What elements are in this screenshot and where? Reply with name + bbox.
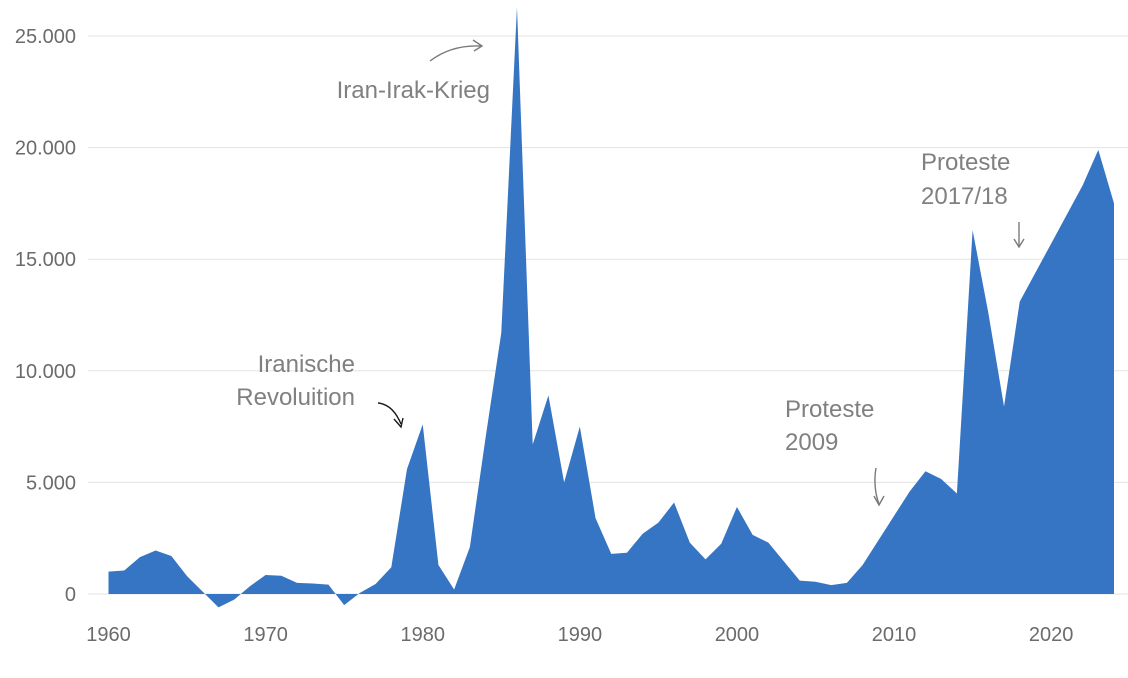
x-tick-label: 2020 (1029, 624, 1074, 646)
x-tick-label: 1960 (86, 624, 131, 646)
annotation-label: Iranische (258, 351, 355, 378)
x-axis-tick-labels: 1960 1970 1980 1990 2000 2010 2020 (86, 624, 1073, 646)
annotation-2009: Proteste 2009 (785, 396, 885, 507)
annotation-arrow (429, 45, 482, 62)
annotation-arrowhead (472, 39, 484, 52)
annotations: Iranische Revoluition Iran-Irak-Krieg Prote… (236, 39, 1025, 507)
annotation-1986: Iran-Irak-Krieg (337, 39, 490, 104)
annotation-label: Revoluition (236, 384, 355, 411)
y-tick-label: 20.000 (15, 138, 76, 160)
annotation-arrowhead (873, 495, 885, 507)
annotation-label: Proteste (785, 396, 874, 423)
area-series (108, 6, 1114, 608)
annotation-1979: Iranische Revoluition (236, 351, 404, 429)
annotation-label: Proteste (921, 149, 1010, 176)
y-axis-tick-labels: 0 5.000 10.000 15.000 20.000 25.000 (15, 26, 76, 606)
annotation-label: 2017/18 (921, 183, 1008, 210)
annotation-label: 2009 (785, 429, 838, 456)
annotation-arrowhead (1013, 238, 1025, 249)
y-tick-label: 10.000 (15, 361, 76, 383)
x-tick-label: 2000 (715, 624, 760, 646)
annotation-label: Iran-Irak-Krieg (337, 77, 490, 104)
y-tick-label: 0 (65, 584, 76, 606)
annotation-2018: Proteste 2017/18 (921, 149, 1025, 249)
annotation-arrow (874, 467, 880, 505)
y-tick-label: 5.000 (26, 472, 76, 494)
x-tick-label: 1990 (558, 624, 603, 646)
annotation-arrow (377, 402, 402, 425)
x-tick-label: 2010 (872, 624, 917, 646)
x-tick-label: 1970 (243, 624, 288, 646)
y-tick-label: 15.000 (15, 249, 76, 271)
annotation-arrowhead (393, 417, 404, 429)
y-tick-label: 25.000 (15, 26, 76, 48)
x-tick-label: 1980 (400, 624, 445, 646)
